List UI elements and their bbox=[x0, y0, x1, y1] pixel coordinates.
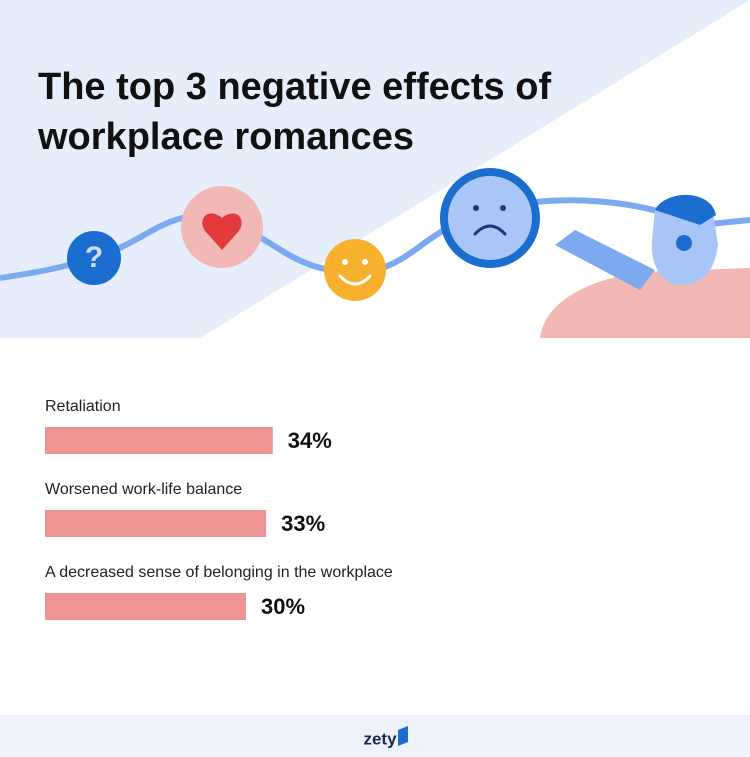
bar bbox=[45, 427, 273, 454]
brand-logo: zety bbox=[363, 729, 397, 748]
svg-text:?: ? bbox=[85, 241, 103, 274]
category-label: Retaliation bbox=[45, 398, 121, 415]
value-label: 34% bbox=[288, 428, 332, 453]
brand-mark bbox=[398, 726, 408, 746]
chart-title: The top 3 negative effects of workplace … bbox=[38, 66, 552, 158]
bar bbox=[45, 593, 246, 620]
illustration: ? bbox=[0, 168, 750, 338]
bar bbox=[45, 510, 267, 537]
value-label: 30% bbox=[261, 594, 305, 619]
category-label: Worsened work-life balance bbox=[45, 481, 242, 498]
category-label: A decreased sense of belonging in the wo… bbox=[45, 564, 393, 581]
footer-band bbox=[0, 715, 750, 757]
value-label: 33% bbox=[281, 511, 325, 536]
